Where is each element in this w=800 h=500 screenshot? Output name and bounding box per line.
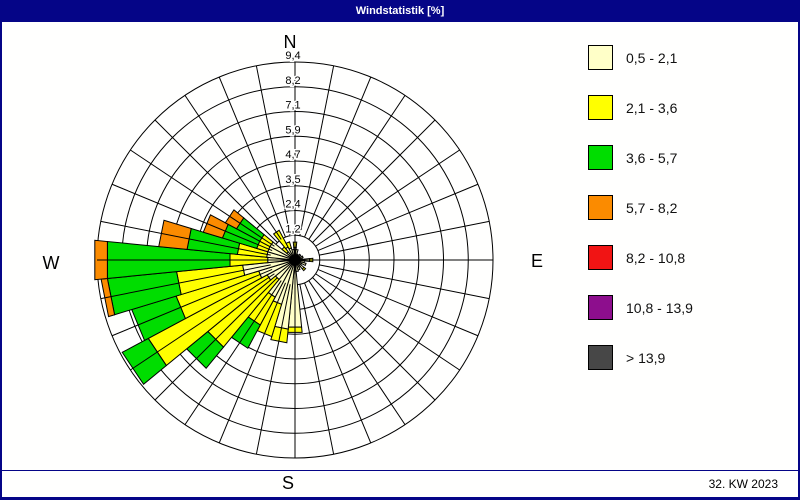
- axis-tick-label: 9,4: [285, 50, 300, 62]
- grid-spoke: [317, 269, 479, 337]
- legend-item: 5,7 - 8,2: [588, 195, 677, 220]
- grid-spoke: [100, 264, 271, 300]
- legend-label: 0,5 - 2,1: [626, 49, 678, 66]
- compass-label-n: N: [284, 32, 297, 52]
- axis-tick-label: 8,2: [285, 75, 300, 87]
- grid-spoke: [308, 95, 406, 240]
- grid-spoke: [315, 273, 460, 371]
- grid-spoke: [304, 76, 372, 238]
- legend-label: 5,7 - 8,2: [626, 199, 678, 216]
- legend-item: 3,6 - 5,7: [588, 145, 677, 170]
- grid-spoke: [218, 282, 286, 444]
- grid-spoke: [312, 119, 436, 243]
- axis-tick-label: 2,4: [285, 199, 300, 211]
- axis-tick-label: 5,9: [285, 124, 300, 136]
- grid-spoke: [154, 277, 278, 401]
- grid-spoke: [111, 269, 273, 337]
- legend-swatch-class4: [588, 195, 613, 220]
- grid-spoke: [299, 65, 335, 236]
- legend-label: > 13,9: [626, 349, 666, 366]
- grid-spoke: [308, 280, 406, 425]
- compass-label-e: E: [531, 251, 543, 271]
- grid-spoke: [100, 220, 271, 256]
- windrose-bar-NNW: [285, 241, 292, 250]
- statusbar-separator: [2, 470, 798, 471]
- grid-spoke: [218, 76, 286, 238]
- grid-spoke: [315, 149, 460, 247]
- grid-spoke: [255, 65, 291, 236]
- status-week-label: 32. KW 2023: [708, 477, 778, 491]
- compass-label-w: W: [43, 253, 60, 273]
- grid-spoke: [154, 119, 278, 243]
- title-bar: Windstatistik [%]: [2, 0, 798, 22]
- grid-spoke: [319, 264, 490, 300]
- legend-swatch-class1: [588, 45, 613, 70]
- axis-tick-label: 3,5: [285, 174, 300, 186]
- axis-tick-label: 7,1: [285, 100, 300, 112]
- legend-item: > 13,9: [588, 345, 665, 370]
- legend-swatch-class2: [588, 95, 613, 120]
- grid-spoke: [111, 183, 273, 251]
- windrose-bar-NbW: [291, 248, 296, 261]
- grid-spoke: [130, 149, 275, 247]
- grid-spoke: [130, 273, 275, 371]
- axis-tick-label: 4,7: [285, 149, 300, 161]
- legend-item: 2,1 - 3,6: [588, 95, 677, 120]
- grid-spoke: [317, 183, 479, 251]
- windrose-bar-SE: [301, 266, 307, 272]
- grid-spoke: [319, 220, 490, 256]
- grid-spoke: [312, 277, 436, 401]
- legend-item: 10,8 - 13,9: [588, 295, 693, 320]
- legend-label: 2,1 - 3,6: [626, 99, 678, 116]
- legend-swatch-class6: [588, 295, 613, 320]
- grid-spoke: [255, 284, 291, 455]
- grid-spoke: [184, 95, 282, 240]
- legend-label: 10,8 - 13,9: [626, 299, 693, 316]
- compass-label-s: S: [282, 473, 294, 493]
- legend-label: 8,2 - 10,8: [626, 249, 686, 266]
- windrose-chart: 1,2 2,4 3,5 4,7 5,9 7,1 8,2 9,4N E W S: [43, 32, 544, 493]
- grid-spoke: [304, 282, 372, 444]
- grid-spoke: [184, 280, 282, 425]
- legend-item: 0,5 - 2,1: [588, 45, 677, 70]
- legend-label: 3,6 - 5,7: [626, 149, 678, 166]
- grid-spoke: [299, 284, 335, 455]
- legend-swatch-class3: [588, 145, 613, 170]
- window-title: Windstatistik [%]: [355, 5, 445, 17]
- legend-swatch-class7: [588, 345, 613, 370]
- legend-swatch-class5: [588, 245, 613, 270]
- legend-item: 8,2 - 10,8: [588, 245, 685, 270]
- status-bar: 32. KW 2023: [2, 471, 798, 497]
- windrose-bar-WbN: [158, 219, 192, 250]
- axis-tick-label: 1,2: [285, 223, 300, 235]
